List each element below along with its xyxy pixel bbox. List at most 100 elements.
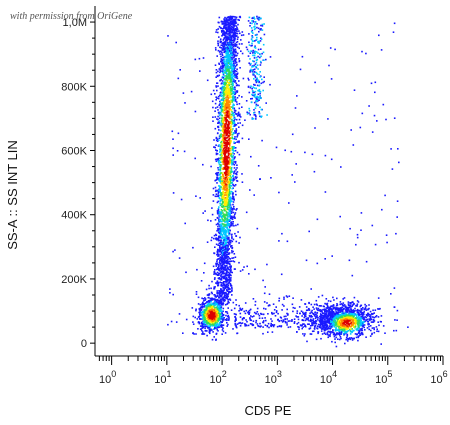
scatter-point [228, 190, 231, 193]
scatter-point [221, 122, 224, 125]
scatter-point [333, 320, 335, 322]
scatter-point [225, 204, 227, 207]
scatter-point [349, 304, 352, 307]
scatter-point [321, 294, 324, 297]
scatter-point [360, 304, 362, 307]
scatter-point [228, 81, 231, 84]
scatter-point [221, 44, 224, 46]
scatter-point [251, 22, 253, 25]
scatter-point [396, 216, 398, 218]
scatter-point [225, 279, 227, 282]
scatter-point [318, 309, 321, 312]
scatter-point [259, 90, 262, 93]
scatter-point [224, 261, 227, 264]
scatter-point [215, 71, 218, 74]
scatter-point [218, 63, 221, 65]
scatter-point [212, 306, 215, 308]
scatter-point [258, 40, 260, 43]
scatter-point [234, 320, 236, 322]
scatter-point [259, 95, 261, 98]
scatter-point [311, 324, 313, 327]
scatter-point [373, 327, 375, 329]
scatter-point [222, 249, 225, 251]
scatter-point [333, 315, 335, 318]
scatter-point [230, 62, 233, 64]
scatter-point [226, 39, 229, 42]
scatter-point [202, 331, 204, 333]
scatter-point [221, 75, 224, 78]
scatter-point [210, 287, 212, 290]
scatter-point [244, 312, 247, 315]
scatter-point [296, 95, 298, 97]
scatter-point [229, 204, 232, 206]
scatter-point [259, 76, 262, 78]
scatter-point [228, 79, 230, 82]
scatter-point [229, 285, 232, 287]
scatter-point [226, 193, 229, 195]
scatter-point [235, 324, 237, 327]
scatter-point [223, 272, 225, 275]
scatter-point [348, 337, 351, 339]
scatter-point [214, 102, 217, 105]
scatter-point [214, 127, 217, 130]
scatter-point [395, 232, 397, 235]
scatter-point [220, 325, 223, 327]
scatter-point [231, 286, 233, 289]
scatter-point [340, 331, 343, 333]
scatter-point [306, 318, 308, 321]
scatter-point [217, 160, 220, 163]
scatter-point [228, 273, 230, 276]
scatter-point [380, 315, 383, 317]
scatter-point [225, 44, 228, 46]
scatter-point [220, 67, 223, 70]
scatter-point [230, 168, 233, 171]
scatter-point [236, 103, 238, 106]
scatter-point [255, 118, 257, 120]
scatter-point [229, 196, 232, 198]
scatter-point [231, 110, 233, 113]
scatter-point [226, 241, 229, 244]
scatter-point [195, 333, 197, 335]
scatter-point [218, 292, 221, 295]
scatter-point [258, 81, 260, 84]
scatter-point [231, 200, 233, 202]
scatter-point [221, 246, 223, 249]
scatter-point [299, 68, 302, 71]
scatter-point [222, 270, 225, 273]
scatter-point [227, 256, 230, 258]
scatter-point [226, 16, 229, 19]
scatter-point [219, 243, 222, 246]
scatter-point [221, 194, 224, 197]
scatter-point [263, 307, 265, 310]
scatter-point [390, 148, 392, 150]
scatter-point [311, 330, 314, 333]
scatter-point [217, 158, 219, 161]
scatter-point [372, 316, 374, 318]
scatter-point [305, 315, 307, 318]
scatter-point [235, 317, 237, 320]
scatter-point [361, 50, 363, 53]
scatter-point [232, 46, 235, 48]
scatter-point [227, 230, 230, 233]
scatter-point [228, 25, 230, 27]
scatter-point [248, 44, 251, 46]
scatter-point [258, 99, 260, 101]
scatter-point [228, 193, 230, 195]
scatter-point [223, 44, 225, 47]
scatter-point [221, 76, 224, 79]
scatter-point [224, 213, 227, 216]
scatter-point [225, 30, 228, 33]
scatter-point [253, 70, 256, 73]
scatter-point [232, 75, 235, 77]
scatter-point [346, 315, 348, 317]
scatter-point [203, 333, 206, 335]
scatter-point [222, 314, 225, 316]
scatter-point [234, 142, 236, 144]
scatter-point [278, 240, 280, 242]
scatter-point [229, 40, 231, 42]
scatter-point [218, 36, 220, 38]
scatter-point [232, 39, 234, 42]
scatter-point [235, 84, 238, 87]
scatter-point [246, 48, 249, 51]
scatter-point [215, 99, 217, 101]
